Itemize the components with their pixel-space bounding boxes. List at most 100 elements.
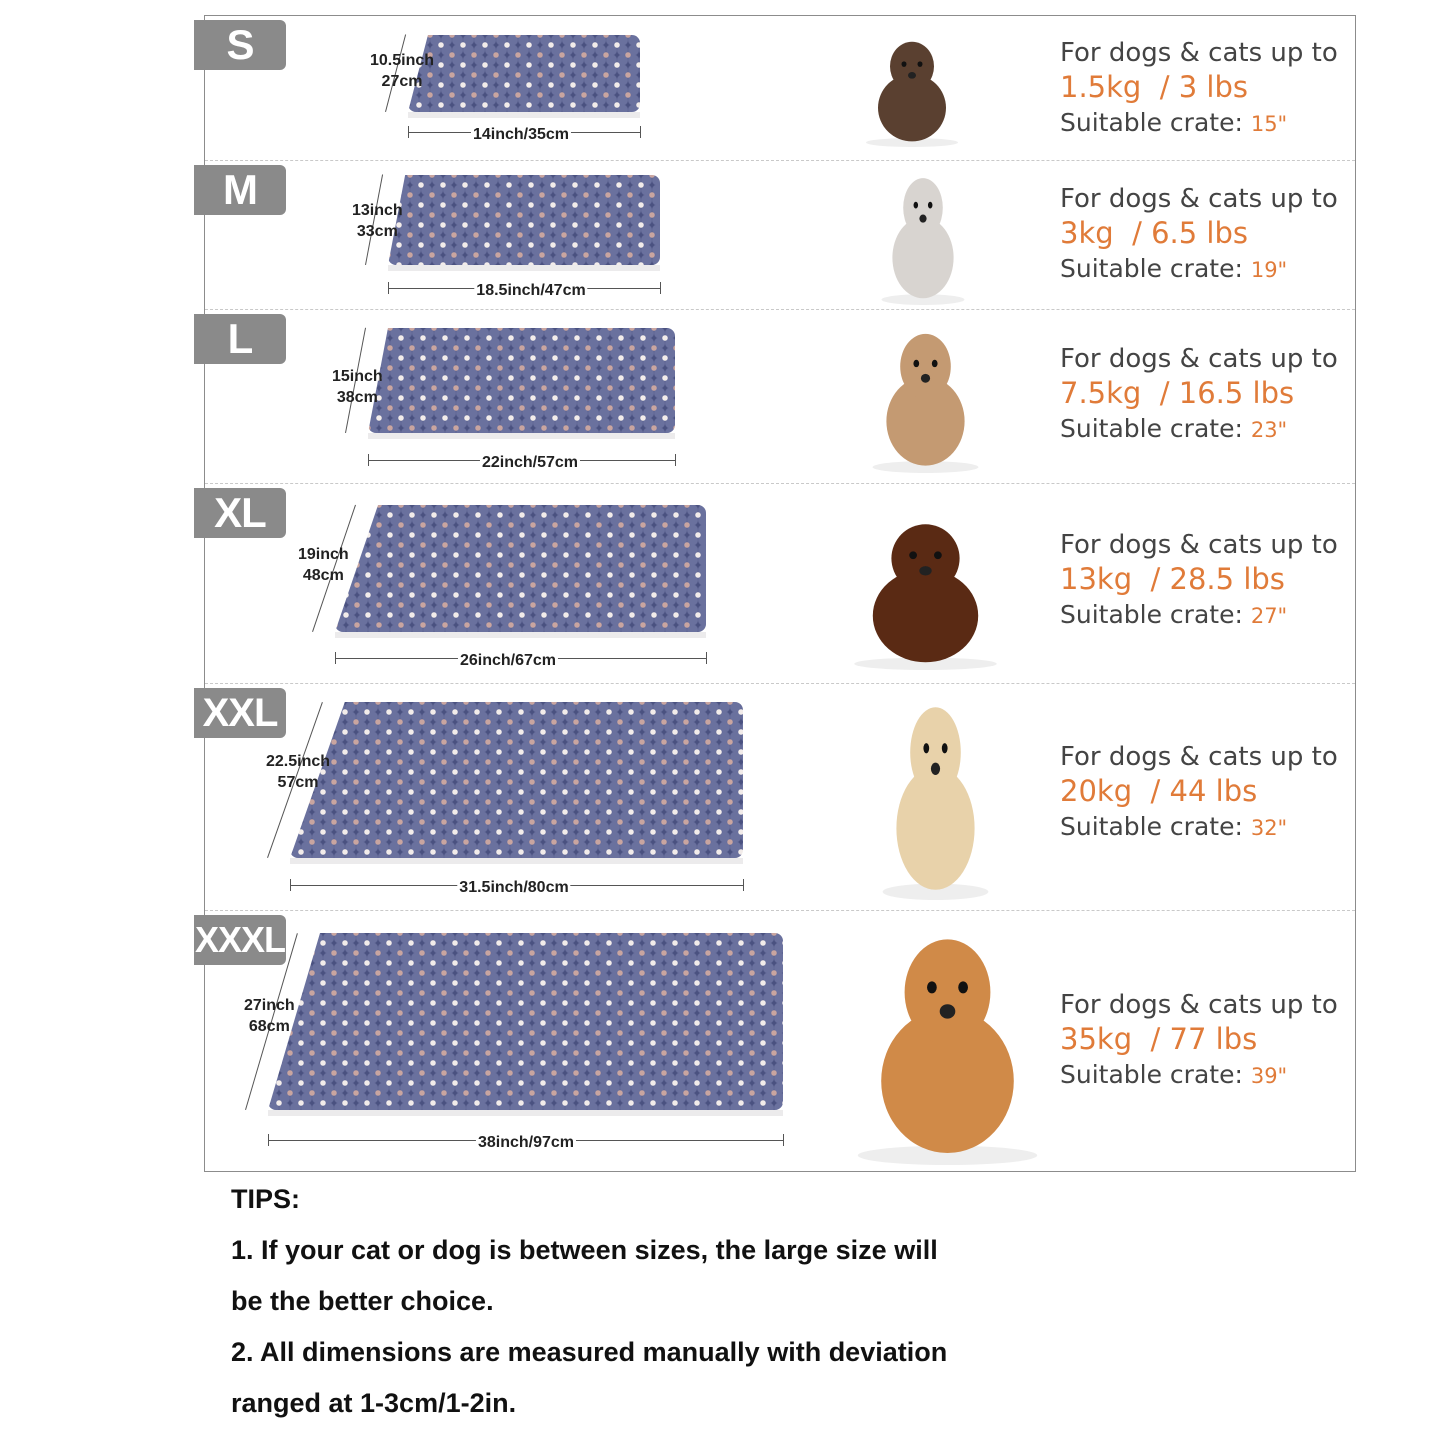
pet-mat-image [335,505,706,632]
height-inch: 10.5inch [370,52,435,69]
intro-text: For dogs & cats up to [1060,184,1338,214]
crate-info: Suitable crate: 27" [1060,600,1338,629]
mat-edge [368,433,675,439]
height-cm: 68cm [248,1018,290,1035]
tip-line: 1. If your cat or dog is between sizes, … [231,1235,938,1265]
height-dimension-label: 27inch 68cm [244,995,295,1037]
width-dimension-label: 31.5inch/80cm [457,879,571,897]
row-divider [205,683,1355,684]
weight-limit: 13kg / 28.5 lbs [1060,562,1285,596]
dimension-tick [675,454,676,466]
intro-text: For dogs & cats up to [1060,344,1338,374]
mat-edge [268,1110,783,1116]
dimension-tick [408,126,409,138]
crate-info: Suitable crate: 19" [1060,254,1338,283]
height-cm: 38cm [336,389,378,406]
weight-limit: 20kg / 44 lbs [1060,774,1258,808]
crate-size: 23" [1250,418,1288,442]
dimension-tick [268,1134,269,1146]
dimension-tick [335,652,336,664]
weight-info: For dogs & cats up to 35kg / 77 lbs Suitab… [1060,990,1338,1089]
tips-section: TIPS: 1. If your cat or dog is between s… [231,1180,947,1435]
dimension-tick [660,282,661,294]
size-badge: XXXL [194,915,286,965]
dimension-tick [706,652,707,664]
size-badge: XXL [194,688,286,738]
height-inch: 15inch [332,368,383,385]
intro-text: For dogs & cats up to [1060,530,1338,560]
height-dimension-label: 10.5inch 27cm [370,50,434,92]
width-dimension-label: 22inch/57cm [479,454,581,472]
size-badge: XL [194,488,286,538]
dimension-tick [640,126,641,138]
golden-retriever-sitting-image [878,695,993,900]
crate-label: Suitable crate: [1060,812,1243,841]
pet-mat-image [290,702,743,858]
height-dimension-label: 13inch 33cm [352,200,403,242]
dimension-tick [368,454,369,466]
width-dimension-label: 38inch/97cm [475,1134,577,1152]
height-dimension-label: 15inch 38cm [332,366,383,408]
crate-size: 39" [1250,1064,1288,1088]
weight-info: For dogs & cats up to 1.5kg / 3 lbs Suitab… [1060,38,1338,137]
dachshund-image [848,515,1003,670]
crate-label: Suitable crate: [1060,1060,1243,1089]
dimension-tick [290,879,291,891]
crate-info: Suitable crate: 15" [1060,108,1338,137]
row-divider [205,910,1355,911]
weight-limit: 35kg / 77 lbs [1060,1022,1258,1056]
height-inch: 13inch [352,202,403,219]
intro-text: For dogs & cats up to [1060,742,1338,772]
crate-size: 15" [1250,112,1288,136]
row-divider [205,160,1355,161]
crate-info: Suitable crate: 39" [1060,1060,1338,1089]
row-divider [205,483,1355,484]
dimension-tick [783,1134,784,1146]
crate-info: Suitable crate: 23" [1060,414,1338,443]
width-dimension-label: 18.5inch/47cm [474,282,588,300]
tip-line: 2. All dimensions are measured manually … [231,1337,948,1367]
weight-limit: 7.5kg / 16.5 lbs [1060,376,1295,410]
height-cm: 57cm [277,774,319,791]
crate-label: Suitable crate: [1060,414,1243,443]
height-inch: 22.5inch [266,753,331,770]
tip-line: ranged at 1-3cm/1-2in. [231,1388,517,1418]
pet-mat-image [408,35,640,112]
height-inch: 27inch [244,997,295,1014]
crate-size: 19" [1250,258,1288,282]
size-chart-frame [204,15,1356,1172]
weight-info: For dogs & cats up to 20kg / 44 lbs Suitab… [1060,742,1338,841]
dimension-tick [388,282,389,294]
tip-line: be the better choice. [231,1286,494,1316]
weight-info: For dogs & cats up to 7.5kg / 16.5 lbs Sui… [1060,344,1338,443]
dimension-tick [743,879,744,891]
width-dimension-label: 26inch/67cm [457,652,559,670]
mat-edge [290,858,743,864]
crate-info: Suitable crate: 32" [1060,812,1338,841]
height-cm: 33cm [356,223,398,240]
height-dimension-label: 19inch 48cm [298,544,349,586]
weight-info: For dogs & cats up to 3kg / 6.5 lbs Suitab… [1060,184,1338,283]
mat-edge [335,632,706,638]
mat-edge [388,265,660,271]
row-divider [205,309,1355,310]
crate-label: Suitable crate: [1060,254,1243,283]
intro-text: For dogs & cats up to [1060,38,1338,68]
crate-size: 32" [1250,816,1288,840]
size-badge: S [194,20,286,70]
size-badge: L [194,314,286,364]
ragdoll-cat-image [878,170,968,305]
height-dimension-label: 22.5inch 57cm [266,751,330,793]
intro-text: For dogs & cats up to [1060,990,1338,1020]
height-cm: 27cm [381,73,423,90]
pet-mat-image [268,933,783,1110]
weight-limit: 3kg / 6.5 lbs [1060,216,1248,250]
height-inch: 19inch [298,546,349,563]
pet-mat-image [368,328,675,433]
size-badge: M [194,165,286,215]
golden-retriever-lying-image [850,925,1045,1165]
weight-info: For dogs & cats up to 13kg / 28.5 lbs Suit… [1060,530,1338,629]
yorkshire-terrier-puppy-image [862,35,962,147]
height-cm: 48cm [302,567,344,584]
weight-limit: 1.5kg / 3 lbs [1060,70,1248,104]
